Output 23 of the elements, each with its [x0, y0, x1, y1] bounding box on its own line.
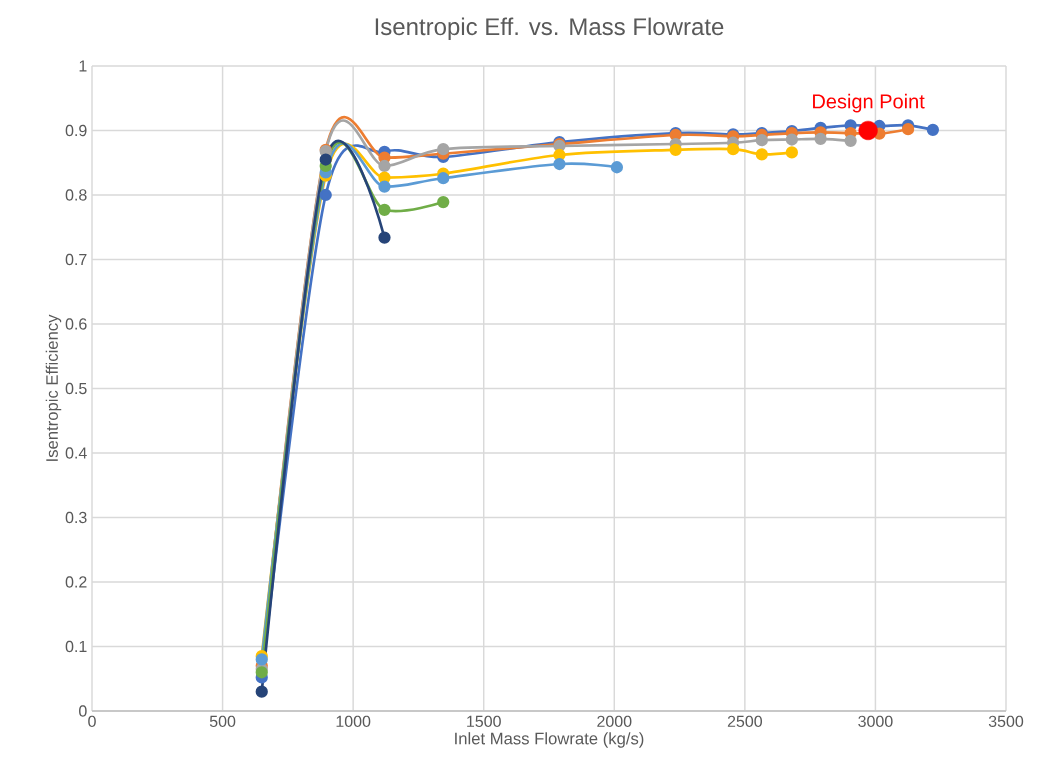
x-tick-label: 0 [88, 715, 96, 728]
y-tick-label: 0 [79, 705, 87, 717]
y-tick-label: 0.1 [65, 640, 87, 653]
y-tick-label: 0.7 [65, 253, 87, 266]
y-axis-title: Isentropic Efficiency [45, 314, 62, 461]
y-tick-label: 0.9 [65, 124, 87, 137]
x-tick-label: 2500 [727, 715, 763, 728]
x-tick-label: 1500 [467, 715, 501, 728]
x-tick-label: 500 [209, 715, 236, 728]
annotation: Design Point [813, 93, 925, 113]
x-tick-label: 3000 [858, 715, 893, 728]
chart-title: Isentropic Eff. vs. Mass Flowrate [375, 17, 724, 40]
y-tick-label: 0.6 [65, 318, 87, 330]
y-tick-label: 0.4 [65, 447, 87, 459]
x-tick-label: 2000 [597, 715, 632, 728]
x-axis-title: Inlet Mass Flowrate (kg/s) [455, 732, 644, 748]
x-tick-label: 3500 [988, 715, 1024, 728]
y-tick-label: 0.8 [65, 189, 87, 201]
x-tick-label: 1000 [336, 715, 371, 728]
y-tick-label: 1 [79, 60, 87, 72]
y-tick-label: 0.2 [65, 576, 87, 588]
y-tick-label: 0.3 [65, 511, 87, 524]
y-tick-label: 0.5 [65, 382, 87, 395]
